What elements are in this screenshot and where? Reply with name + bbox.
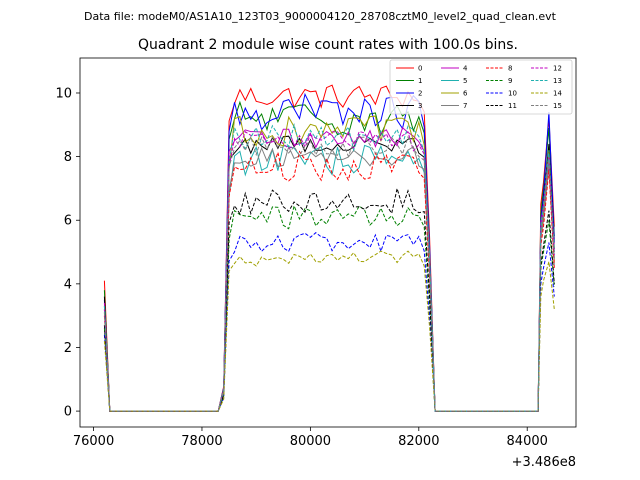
y-tick-label: 8 [64, 150, 72, 165]
x-tick-label: 82000 [398, 434, 439, 449]
series-line-9 [103, 204, 555, 412]
legend-label-10: 10 [508, 90, 517, 98]
series-line-2 [103, 92, 555, 412]
legend-box [389, 59, 573, 115]
x-tick-label: 84000 [507, 434, 548, 449]
series-line-12 [103, 130, 555, 412]
legend-label-0: 0 [418, 65, 422, 73]
legend-label-15: 15 [553, 102, 562, 110]
legend-label-4: 4 [463, 65, 468, 73]
x-tick-label: 76000 [73, 434, 114, 449]
x-tick-label: 80000 [290, 434, 331, 449]
legend-label-8: 8 [508, 65, 512, 73]
legend-label-2: 2 [418, 90, 422, 98]
series-line-11 [103, 188, 555, 412]
series-line-7 [103, 145, 555, 412]
x-axis: 76000 78000 80000 82000 84000 [73, 427, 548, 449]
y-tick-label: 6 [64, 214, 72, 229]
y-axis: 0 2 4 6 8 10 [55, 86, 80, 420]
legend-label-5: 5 [463, 77, 467, 85]
y-tick-label: 4 [64, 277, 72, 292]
series-layer [103, 84, 555, 412]
legend-label-3: 3 [418, 102, 422, 110]
y-tick-label: 0 [64, 405, 72, 420]
legend-label-1: 1 [418, 77, 422, 85]
legend-label-7: 7 [463, 102, 467, 110]
legend-label-13: 13 [553, 77, 562, 85]
series-line-5 [103, 144, 555, 412]
x-tick-label: 78000 [181, 434, 222, 449]
axes-frame [79, 57, 577, 428]
series-line-10 [103, 232, 555, 412]
series-line-3 [103, 134, 555, 412]
suptitle: Data file: modeM0/AS1A10_123T03_90000041… [84, 10, 557, 23]
legend-label-9: 9 [508, 77, 512, 85]
series-line-6 [103, 115, 555, 412]
series-line-8 [103, 150, 555, 412]
y-tick-label: 10 [55, 86, 72, 101]
x-offset-label: +3.486e8 [512, 455, 576, 470]
legend-label-6: 6 [463, 90, 468, 98]
legend-label-12: 12 [553, 65, 562, 73]
series-line-13 [103, 122, 555, 412]
series-line-14 [103, 250, 555, 412]
chart-title: Quadrant 2 module wise count rates with … [138, 37, 518, 53]
legend-label-11: 11 [508, 102, 517, 110]
y-tick-label: 2 [64, 341, 72, 356]
series-line-15 [103, 135, 555, 412]
legend-label-14: 14 [553, 90, 562, 98]
